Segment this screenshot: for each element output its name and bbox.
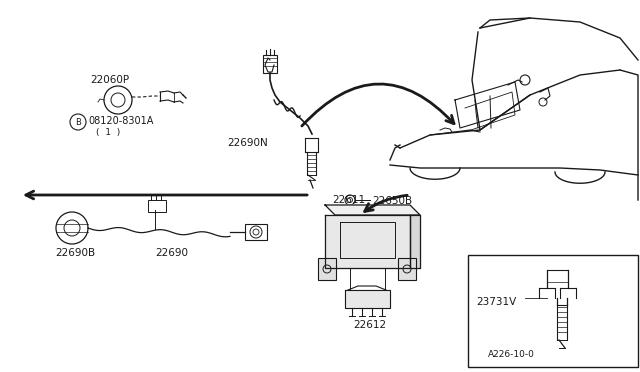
Text: 08120-8301A: 08120-8301A [88,116,154,126]
Polygon shape [325,215,410,268]
Text: 22690: 22690 [155,248,188,258]
Text: 22690N: 22690N [227,138,268,148]
FancyArrowPatch shape [302,84,454,126]
FancyBboxPatch shape [398,258,416,280]
Text: 22060P: 22060P [90,75,129,85]
Text: (  1  ): ( 1 ) [96,128,120,137]
Text: 22612: 22612 [353,320,386,330]
FancyArrowPatch shape [365,195,407,211]
Text: B: B [75,118,81,126]
FancyBboxPatch shape [245,224,267,240]
FancyBboxPatch shape [318,258,336,280]
Text: A226-10-0: A226-10-0 [488,350,535,359]
Polygon shape [325,205,420,215]
Polygon shape [410,215,420,268]
FancyBboxPatch shape [468,255,638,367]
FancyBboxPatch shape [263,55,277,73]
FancyBboxPatch shape [148,200,166,212]
Text: 22611: 22611 [332,195,365,205]
Text: 22650B: 22650B [372,196,412,206]
Polygon shape [345,290,390,308]
Text: 22690B: 22690B [55,248,95,258]
Text: 23731V: 23731V [476,297,516,307]
